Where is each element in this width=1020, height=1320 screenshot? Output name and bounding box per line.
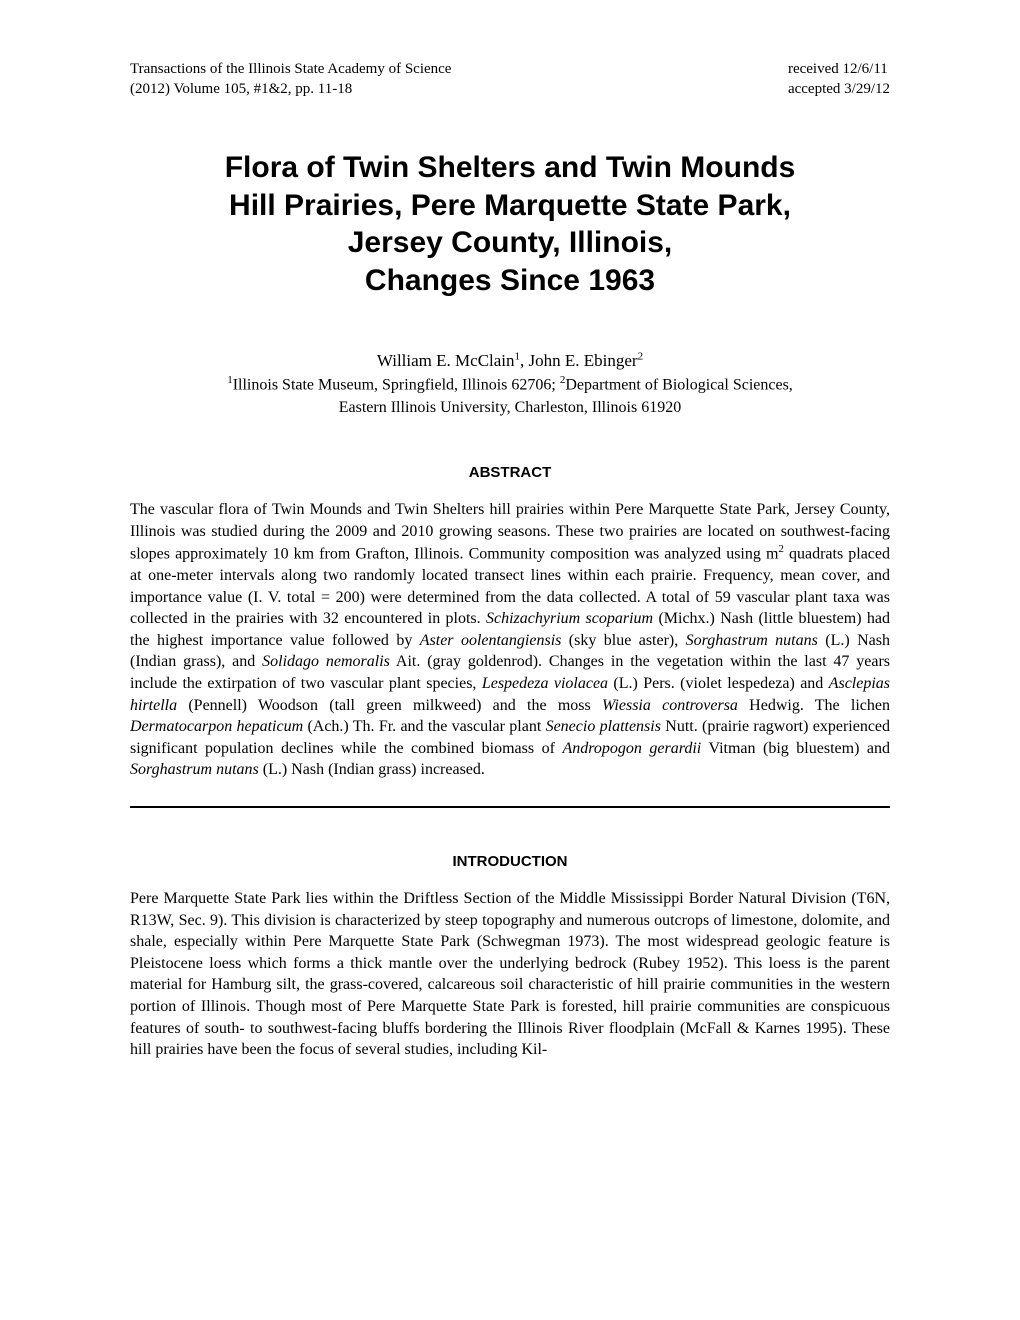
volume-info: (2012) Volume 105, #1&2, pp. 11-18 (130, 80, 451, 100)
species-7: Wiessia controversa (602, 697, 738, 714)
abstract-text-g: (L.) Pers. (violet lespedeza) and (608, 675, 829, 692)
abstract-text-h: (Pennell) Woodson (tall green milkweed) … (177, 697, 602, 714)
author-separator: , (520, 351, 529, 370)
author-2-sup: 2 (638, 350, 644, 362)
author-1: William E. McClain (377, 351, 515, 370)
paper-header: Transactions of the Illinois State Acade… (130, 60, 890, 99)
aff-1-text: Illinois State Museum, Springfield, Illi… (233, 376, 560, 393)
abstract-paragraph: The vascular flora of Twin Mounds and Tw… (130, 499, 890, 781)
title-line-4: Changes Since 1963 (365, 264, 655, 297)
species-4: Solidago nemoralis (262, 653, 390, 670)
section-divider (130, 806, 890, 808)
title-line-1: Flora of Twin Shelters and Twin Mounds (225, 151, 796, 184)
species-1: Schizachyrium scoparium (486, 610, 653, 627)
abstract-text-m: (L.) Nash (Indian grass) increased. (259, 761, 485, 778)
affiliations: 1Illinois State Museum, Springfield, Ill… (130, 373, 890, 419)
aff-2-line2: Eastern Illinois University, Charleston,… (339, 399, 681, 416)
journal-name: Transactions of the Illinois State Acade… (130, 60, 451, 80)
species-10: Andropogon gerardii (562, 740, 701, 757)
species-9: Senecio plattensis (546, 718, 661, 735)
title-line-3: Jersey County, Illinois, (348, 226, 673, 259)
introduction-paragraph: Pere Marquette State Park lies within th… (130, 888, 890, 1061)
abstract-text-l: Vitman (big bluestem) and (701, 740, 890, 757)
title-line-2: Hill Prairies, Pere Marquette State Park… (229, 189, 791, 222)
header-right: received 12/6/11 accepted 3/29/12 (788, 60, 890, 99)
aff-2-text: Department of Biological Sciences, (565, 376, 792, 393)
species-5: Lespedeza violacea (482, 675, 608, 692)
author-2: John E. Ebinger (529, 351, 638, 370)
species-8: Dermatocarpon hepaticum (130, 718, 303, 735)
species-11: Sorghastrum nutans (130, 761, 259, 778)
accepted-date: accepted 3/29/12 (788, 80, 890, 100)
species-3: Sorghastrum nutans (686, 632, 818, 649)
paper-title: Flora of Twin Shelters and Twin Mounds H… (130, 149, 890, 299)
abstract-text-a: The vascular flora of Twin Mounds and Tw… (130, 501, 890, 563)
abstract-text-i: Hedwig. The lichen (738, 697, 890, 714)
abstract-text-d: (sky blue aster), (561, 632, 685, 649)
authors-line: William E. McClain1, John E. Ebinger2 (130, 349, 890, 373)
species-2: Aster oolentangiensis (420, 632, 562, 649)
received-date: received 12/6/11 (788, 60, 890, 80)
abstract-heading: ABSTRACT (130, 464, 890, 481)
introduction-heading: INTRODUCTION (130, 853, 890, 870)
abstract-text-j: (Ach.) Th. Fr. and the vascular plant (303, 718, 545, 735)
header-left: Transactions of the Illinois State Acade… (130, 60, 451, 99)
